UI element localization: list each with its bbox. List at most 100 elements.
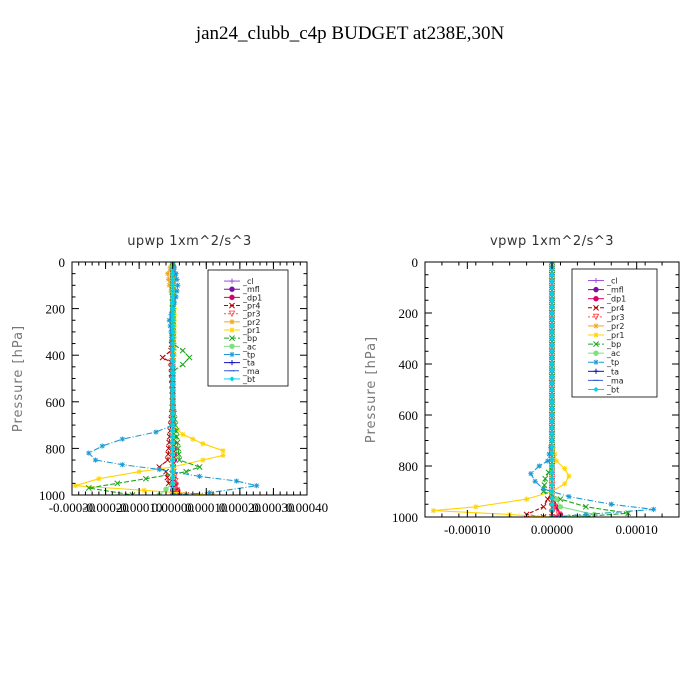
data-point — [549, 406, 555, 412]
data-point — [170, 271, 176, 277]
data-point — [557, 496, 564, 503]
series-line-pr1 — [433, 262, 570, 517]
y-tick-label: 800 — [46, 441, 66, 456]
legend-marker — [593, 295, 599, 302]
legend-marker — [229, 376, 235, 382]
legend: _cl_mfl_dp1_pr4_pr3_pr2_pr1_bp_ac_tp_ta_… — [207, 269, 289, 387]
y-tick-label: 1000 — [39, 488, 65, 503]
data-point — [173, 294, 179, 300]
legend-marker — [593, 359, 599, 365]
data-point — [170, 451, 176, 457]
legend-marker — [229, 343, 235, 350]
legend-label: _pr2 — [242, 318, 260, 327]
data-point — [566, 473, 572, 479]
data-point — [549, 437, 555, 444]
series-group — [72, 262, 260, 495]
data-point — [651, 506, 657, 512]
data-point — [176, 457, 183, 464]
data-point — [170, 422, 176, 428]
data-point — [549, 342, 555, 348]
legend-marker — [229, 351, 235, 358]
x-tick-label: 0.00000 — [531, 522, 573, 537]
data-point — [170, 294, 176, 300]
y-axis-label: Pressure [hPa] — [364, 336, 379, 443]
data-point — [549, 418, 555, 424]
data-point — [549, 304, 555, 310]
data-point — [170, 311, 176, 318]
data-point — [540, 486, 547, 492]
data-point — [582, 503, 589, 510]
y-tick-label: 600 — [399, 408, 419, 423]
legend-label: _cl — [606, 277, 618, 286]
data-point — [175, 282, 181, 288]
data-point — [549, 361, 555, 367]
data-point — [549, 284, 555, 291]
data-point — [170, 340, 176, 347]
data-point — [173, 433, 180, 440]
data-point — [175, 445, 182, 452]
data-point — [96, 476, 102, 482]
data-point — [608, 501, 614, 507]
data-point — [430, 508, 437, 514]
data-point — [85, 485, 92, 491]
data-point — [166, 317, 172, 323]
data-point — [72, 483, 78, 489]
x-tick-label: 0.00000 — [152, 500, 194, 515]
data-point — [166, 282, 172, 288]
data-point — [549, 444, 555, 450]
data-point — [233, 478, 240, 484]
y-tick-label: 400 — [46, 348, 66, 363]
data-point — [170, 480, 176, 486]
data-point — [141, 487, 147, 493]
data-point — [92, 457, 99, 463]
data-point — [170, 445, 176, 451]
data-point — [164, 457, 171, 464]
data-point — [170, 375, 176, 382]
y-tick-label: 0 — [412, 255, 419, 270]
x-tick-label: 0.00030 — [252, 500, 294, 515]
y-tick-label: 1000 — [392, 510, 418, 525]
data-point — [542, 475, 549, 482]
data-point — [170, 416, 176, 422]
data-point — [170, 306, 176, 312]
legend-marker — [593, 332, 599, 338]
data-point — [174, 439, 181, 446]
legend-marker — [229, 319, 235, 325]
data-point — [170, 399, 176, 405]
data-point — [129, 492, 136, 495]
data-point — [170, 300, 176, 306]
data-point — [220, 448, 226, 454]
legend-label: _tp — [606, 358, 619, 367]
data-point — [142, 475, 149, 482]
data-point — [532, 478, 538, 484]
data-point — [254, 483, 260, 489]
data-point — [173, 487, 181, 494]
data-point — [549, 297, 555, 303]
data-point — [170, 434, 176, 440]
legend-marker — [593, 277, 599, 284]
legend-label: _mfl — [242, 285, 260, 294]
data-point — [566, 494, 572, 500]
y-tick-label: 200 — [399, 306, 419, 321]
legend-marker — [229, 278, 235, 284]
y-axis-label: Pressure [hPa] — [11, 325, 26, 432]
legend-label: _bp — [606, 340, 621, 349]
panel-title: vpwp 1xm^2/s^3 — [490, 234, 614, 249]
legend-marker — [593, 368, 599, 374]
data-point — [170, 329, 176, 335]
legend-marker — [229, 335, 235, 342]
data-point — [549, 399, 555, 405]
data-point — [114, 480, 121, 487]
data-point — [170, 410, 176, 417]
data-point — [545, 458, 551, 464]
legend-marker — [593, 286, 599, 293]
data-point — [170, 317, 176, 323]
series-line-pr4 — [524, 262, 553, 517]
data-point — [170, 463, 176, 469]
legend-marker — [228, 310, 236, 318]
data-point — [119, 436, 125, 442]
data-point — [170, 346, 176, 352]
legend-label: _ac — [606, 349, 620, 358]
data-point — [170, 276, 176, 283]
